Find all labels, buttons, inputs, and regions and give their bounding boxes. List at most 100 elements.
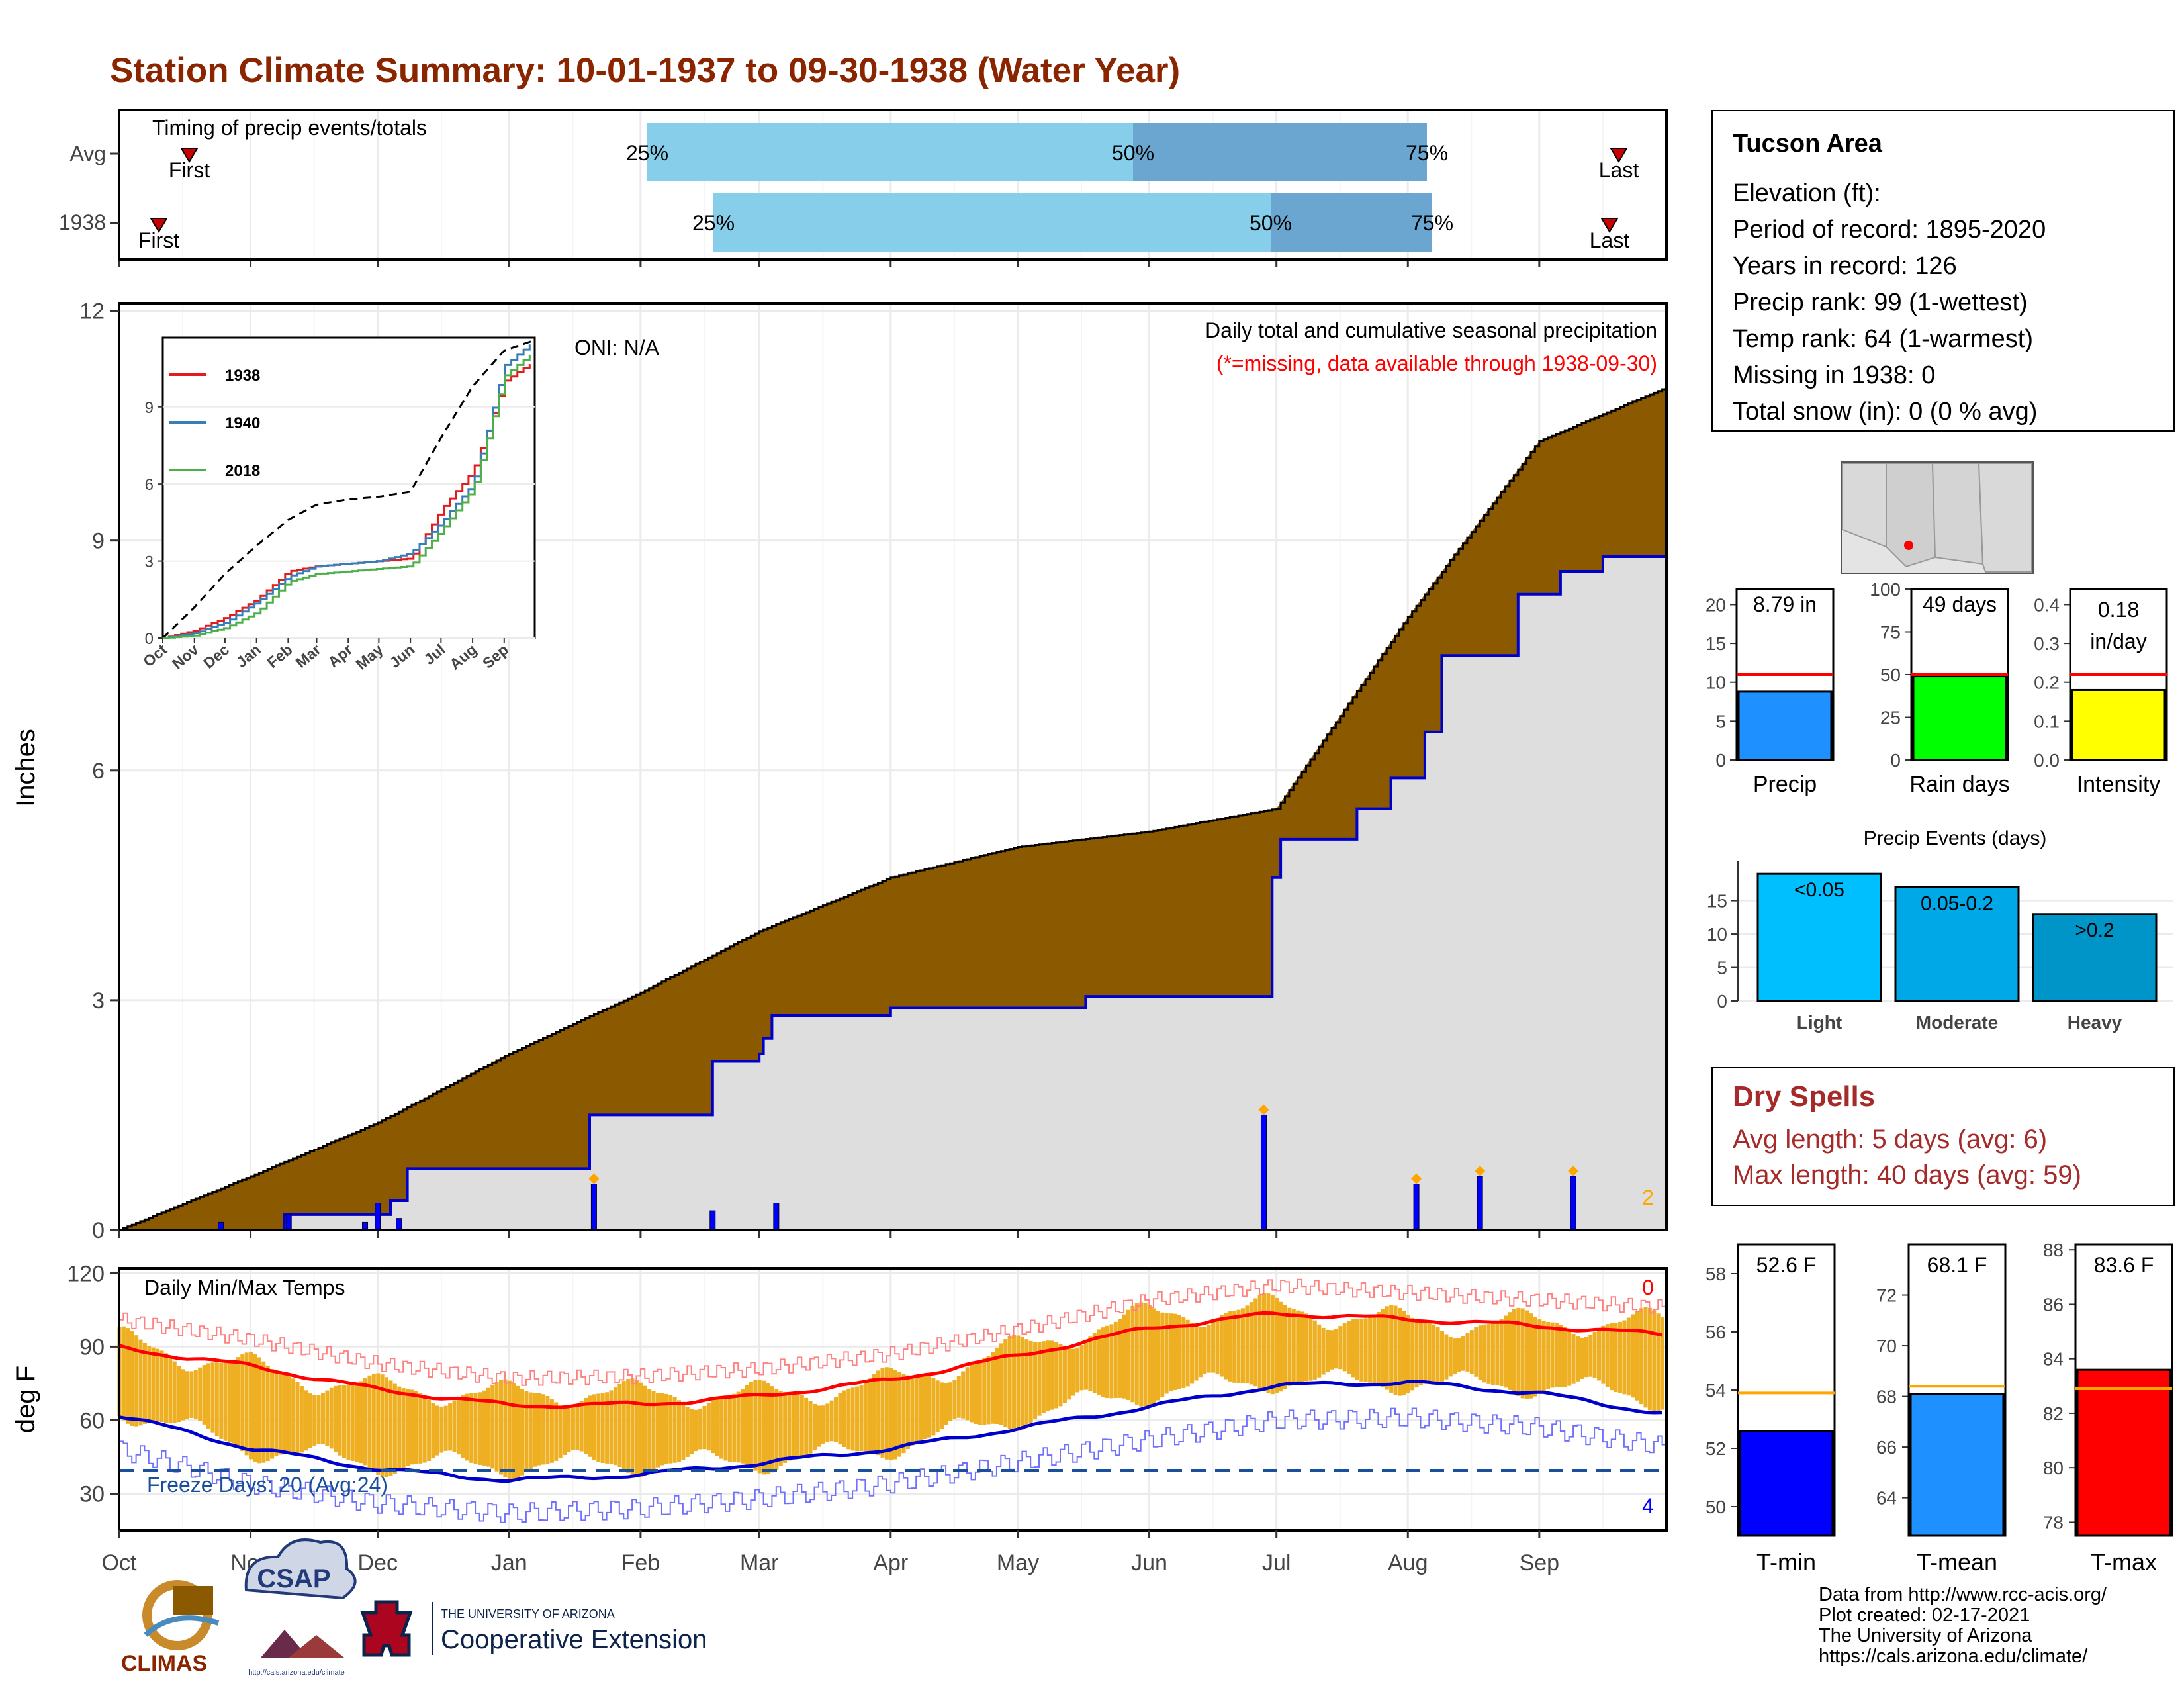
credit-line: Data from http://www.rcc-acis.org/ (1819, 1584, 2107, 1605)
daily-temp-bar (473, 1393, 478, 1464)
daily-temp-bar (982, 1358, 987, 1425)
daily-temp-bar (545, 1395, 550, 1464)
daily-temp-bar (685, 1407, 690, 1457)
daily-temp-bar (817, 1405, 821, 1447)
y-tick-label: 90 (79, 1335, 105, 1360)
daily-temp-bar (1130, 1305, 1135, 1403)
daily-temp-bar (719, 1395, 724, 1459)
daily-temp-bar (1453, 1338, 1457, 1374)
inset-legend-label: 1940 (225, 414, 260, 432)
daily-temp-bar (1012, 1335, 1017, 1430)
daily-temp-bar (1198, 1327, 1203, 1378)
last-marker-1938 (1600, 218, 1619, 233)
daily-temp-bar (986, 1356, 991, 1425)
daily-temp-bar (1211, 1321, 1216, 1373)
daily-temp-bar (1156, 1311, 1160, 1401)
daily-temp-bar (821, 1405, 825, 1444)
daily-temp-bar (126, 1328, 130, 1424)
events-bar (1756, 872, 1882, 1002)
tbar-value (1739, 1430, 1834, 1537)
info-line: Elevation (ft): (1733, 179, 1881, 207)
daily-temp-bar (376, 1373, 381, 1475)
daily-temp-bar (1097, 1329, 1101, 1395)
daily-temp-bar (1618, 1321, 1623, 1393)
daily-temp-bar (956, 1376, 961, 1418)
avg-tmin-line (118, 1380, 1662, 1483)
tbar-label: T-min (1756, 1548, 1816, 1575)
daily-temp-bar (202, 1365, 206, 1425)
daily-temp-bar (940, 1382, 944, 1429)
temp-ylabel: deg F (11, 1366, 40, 1433)
daily-temp-bar (796, 1393, 800, 1458)
daily-temp-bar (448, 1403, 453, 1451)
month-label: Aug (1388, 1550, 1428, 1575)
daily-temp-bar (257, 1357, 261, 1464)
daily-temp-bar (880, 1368, 885, 1458)
mini-y-tick-label: 0 (1715, 750, 1726, 771)
mini-y-tick-label: 20 (1706, 594, 1726, 615)
inset-series-line (163, 354, 531, 639)
daily-temp-bar (1639, 1308, 1644, 1405)
daily-temp-bar (210, 1362, 215, 1433)
daily-temp-bar (334, 1385, 338, 1452)
daily-temp-bar (1402, 1311, 1406, 1395)
month-label: Apr (873, 1550, 908, 1575)
daily-temp-bar (974, 1361, 978, 1424)
events-category-label: Moderate (1916, 1012, 1998, 1033)
daily-temp-bar (643, 1385, 647, 1476)
daily-temp-bar (554, 1402, 559, 1461)
daily-temp-bar (732, 1393, 737, 1462)
daily-precip-bar (285, 1214, 292, 1231)
daily-temp-bar (1075, 1348, 1080, 1393)
station-name: Tucson Area (1733, 130, 1882, 158)
daily-temp-bar (312, 1395, 317, 1446)
daily-temp-bar (1058, 1344, 1063, 1407)
daily-temp-bar (156, 1348, 160, 1421)
daily-temp-bar (291, 1378, 296, 1454)
daily-temp-bar (570, 1407, 575, 1450)
daily-temp-bar (185, 1371, 189, 1419)
mini-y-tick-label: 10 (1706, 673, 1726, 693)
daily-temp-bar (490, 1384, 495, 1469)
daily-temp-bar (308, 1393, 312, 1448)
daily-temp-bar (668, 1395, 673, 1464)
month-label: Jan (491, 1550, 527, 1575)
daily-temp-bar (435, 1405, 439, 1456)
tbar-y-tick-label: 56 (1706, 1322, 1726, 1342)
daily-temp-bar (1160, 1312, 1165, 1397)
mini-y-tick-label: 100 (1870, 579, 1901, 600)
record-max-line (119, 1278, 1667, 1386)
daily-temp-bar (1232, 1310, 1237, 1383)
daily-temp-bar (1435, 1327, 1440, 1383)
tbar-y-tick-label: 84 (2043, 1349, 2064, 1370)
extreme-event-marker (588, 1173, 600, 1184)
daily-temp-bar (914, 1375, 919, 1443)
ua-logo: THE UNIVERSITY OF ARIZONA Cooperative Ex… (360, 1600, 707, 1657)
daily-temp-bar (477, 1392, 482, 1466)
daily-temp-bar (995, 1348, 999, 1425)
daily-temp-bar (825, 1403, 830, 1442)
y-tick-label: 9 (92, 529, 105, 554)
daily-temp-bar (130, 1331, 134, 1426)
daily-temp-bar (1520, 1308, 1525, 1399)
daily-temp-bar (1261, 1293, 1266, 1392)
daily-precip-bar (375, 1203, 381, 1231)
daily-temp-bar (651, 1391, 656, 1471)
daily-temp-bar (1134, 1303, 1139, 1405)
tbar-label: T-mean (1917, 1548, 1997, 1575)
daily-temp-bar (1300, 1311, 1304, 1382)
daily-temp-bar (1334, 1329, 1338, 1369)
daily-temp-bar (999, 1343, 1003, 1425)
daily-temp-bar (1516, 1307, 1521, 1397)
daily-temp-bar (1054, 1342, 1059, 1409)
daily-temp-bar (1270, 1295, 1275, 1395)
y-tick-label: 0 (92, 1218, 105, 1243)
precip-events-chart: Precip Events (days) 0 5 10 15 <0.05 Light 0.0… (1707, 827, 2173, 1033)
tbar-y-tick-label: 68 (1876, 1387, 1897, 1407)
freeze-label: Freeze Days: 20 (Avg:24) (147, 1473, 388, 1497)
daily-temp-bar (1469, 1330, 1474, 1374)
daily-temp-bar (147, 1345, 152, 1423)
daily-temp-bar (935, 1380, 940, 1432)
events-bar (1894, 886, 2020, 1002)
daily-temp-bar (1647, 1307, 1652, 1411)
